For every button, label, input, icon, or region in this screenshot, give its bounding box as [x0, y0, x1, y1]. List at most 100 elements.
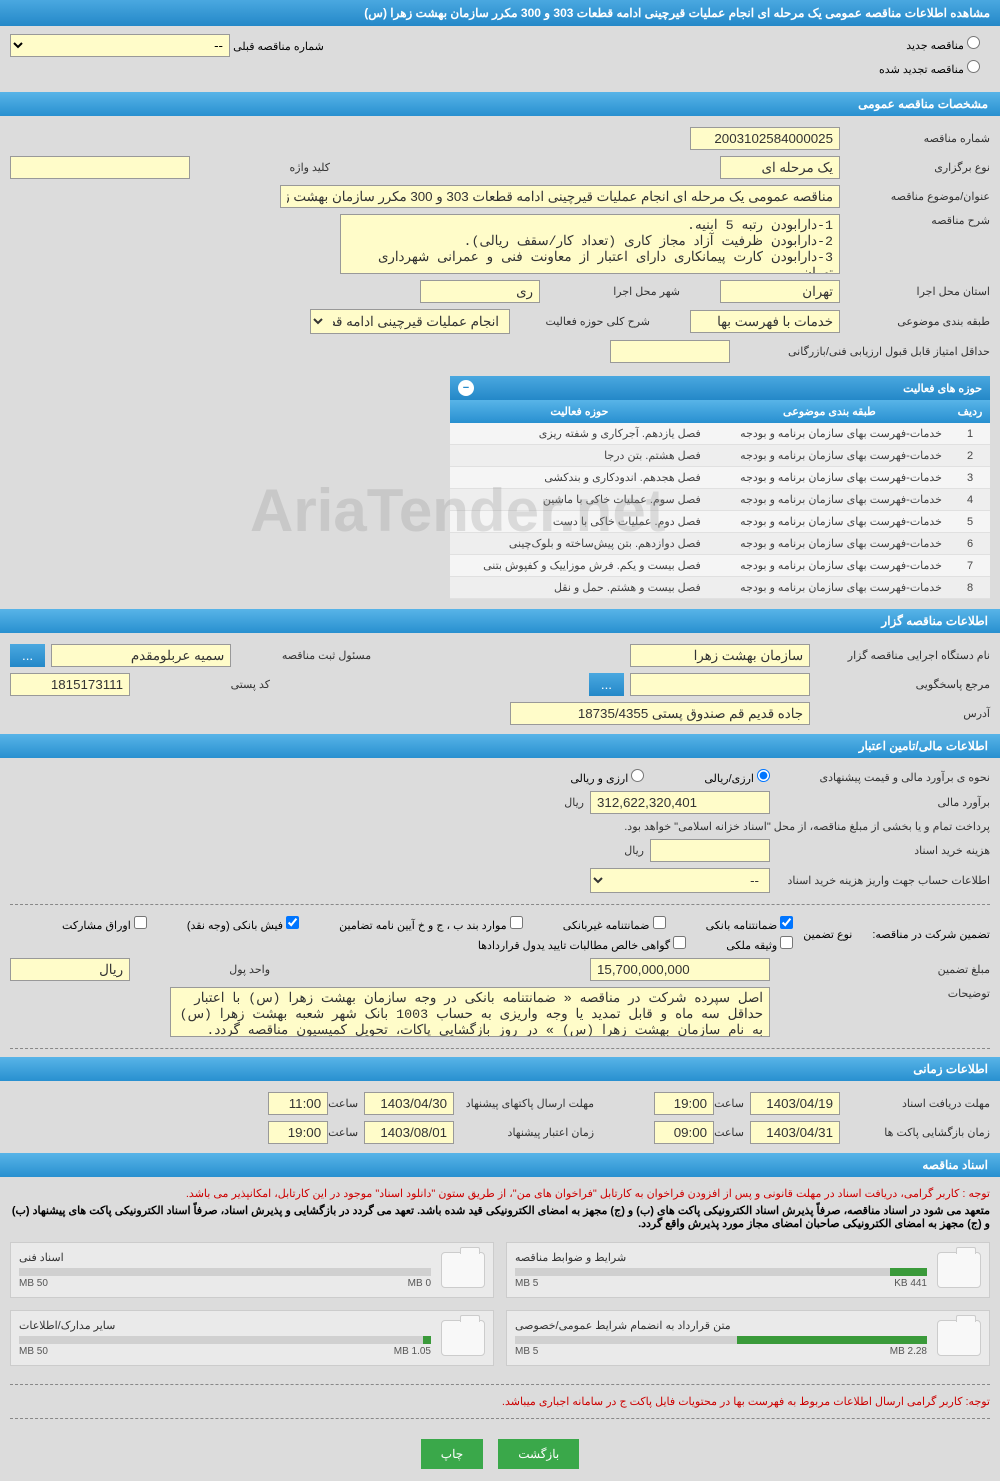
keyword-input[interactable]: [10, 156, 190, 179]
open-date: [750, 1121, 840, 1144]
section-timing: اطلاعات زمانی: [0, 1057, 1000, 1081]
payment-note: پرداخت تمام و یا بخشی از مبلغ مناقصه، از…: [0, 817, 1000, 836]
radio-renewed-label: مناقصه تجدید شده: [879, 64, 964, 76]
cb-property[interactable]: وثیقه ملکی: [726, 936, 793, 952]
progress-bar: [19, 1268, 431, 1276]
province-input: [720, 280, 840, 303]
tender-number-label: شماره مناقصه: [840, 132, 990, 145]
opt-both[interactable]: ارزی و ریالی: [570, 769, 644, 785]
subject-label: عنوان/موضوع مناقصه: [840, 190, 990, 203]
prev-tender-label: شماره مناقصه قبلی: [233, 41, 324, 53]
notice-1: توجه : کاربر گرامی، دریافت اسناد در مهلت…: [0, 1185, 1000, 1202]
city-label: شهر محل اجرا: [540, 285, 680, 298]
doc-title: متن قرارداد به انضمام شرایط عمومی/خصوصی: [515, 1319, 927, 1332]
doc-used: 1.05 MB: [394, 1346, 431, 1357]
province-label: استان محل اجرا: [840, 285, 990, 298]
doc-card[interactable]: سایر مدارک/اطلاعات 1.05 MB 50 MB: [10, 1310, 494, 1366]
progress-bar: [19, 1336, 431, 1344]
resp-label: مرجع پاسخگویی: [810, 678, 990, 691]
receive-time: [654, 1092, 714, 1115]
table-row: 5خدمات-فهرست بهای سازمان برنامه و بودجهف…: [450, 511, 990, 533]
opt-rial[interactable]: ارزی/ریالی: [704, 769, 770, 785]
section-docs: اسناد مناقصه: [0, 1153, 1000, 1177]
currency-label: ریال: [564, 796, 584, 809]
divider: [10, 904, 990, 905]
desc-label: شرح مناقصه: [840, 214, 990, 227]
cb-bank[interactable]: ضمانتنامه بانکی: [706, 916, 794, 932]
section-general: مشخصات مناقصه عمومی: [0, 92, 1000, 116]
radio-new[interactable]: مناقصه جدید: [906, 36, 980, 52]
postal-input: [10, 673, 130, 696]
divider: [10, 1048, 990, 1049]
guarantee-title: تضمین شرکت در مناقصه:: [872, 928, 990, 941]
open-time: [654, 1121, 714, 1144]
credit-label: زمان اعتبار پیشنهاد: [454, 1126, 594, 1139]
doc-title: شرایط و ضوابط مناقصه: [515, 1251, 927, 1264]
folder-icon: [441, 1320, 485, 1356]
activity-areas-title: حوزه های فعالیت: [903, 382, 982, 395]
activity-table: ردیف طبقه بندی موضوعی حوزه فعالیت 1خدمات…: [450, 400, 990, 599]
cb-bondb[interactable]: موارد بند ب ، ج و خ آیین نامه تضامین: [339, 916, 523, 932]
unit-label: واحد پول: [130, 963, 270, 976]
radio-renewed[interactable]: مناقصه تجدید شده: [879, 60, 980, 76]
hold-type: [720, 156, 840, 179]
activity-desc-label: شرح کلی حوزه فعالیت: [510, 315, 650, 328]
explain-label: توضیحات: [770, 987, 990, 1000]
table-row: 8خدمات-فهرست بهای سازمان برنامه و بودجهف…: [450, 577, 990, 599]
open-time-label: ساعت: [714, 1126, 744, 1139]
cb-cash[interactable]: فیش بانکی (وجه نقد): [187, 916, 299, 932]
account-select[interactable]: --: [590, 868, 770, 893]
amount-label: مبلغ تضمین: [770, 963, 990, 976]
receive-date: [750, 1092, 840, 1115]
desc-textarea[interactable]: [340, 214, 840, 274]
class-input: [690, 310, 840, 333]
class-label: طبقه بندی موضوعی: [840, 315, 990, 328]
explain-textarea[interactable]: [170, 987, 770, 1037]
table-row: 1خدمات-فهرست بهای سازمان برنامه و بودجهف…: [450, 423, 990, 445]
doc-total: 50 MB: [19, 1278, 48, 1289]
receive-label: مهلت دریافت اسناد: [840, 1097, 990, 1110]
folder-icon: [441, 1252, 485, 1288]
doc-card[interactable]: اسناد فنی0 MB50 MB: [10, 1242, 494, 1298]
subject-input: [280, 185, 840, 208]
doc-used: 441 KB: [894, 1278, 927, 1289]
exec-input: [630, 644, 810, 667]
collapse-icon[interactable]: −: [458, 380, 474, 396]
cb-bonds[interactable]: اوراق مشارکت: [62, 916, 147, 932]
notice-2: متعهد می شود در اسناد مناقصه، صرفاً پذیر…: [0, 1202, 1000, 1232]
estimate-input: [590, 791, 770, 814]
account-label: اطلاعات حساب جهت واریز هزینه خرید اسناد: [770, 874, 990, 887]
resp-more-button[interactable]: ...: [589, 673, 624, 696]
credit-time: [268, 1121, 328, 1144]
cb-nonbank[interactable]: ضمانتنامه غیربانکی: [563, 916, 666, 932]
progress-bar: [515, 1336, 927, 1344]
exec-label: نام دستگاه اجرایی مناقصه گزار: [810, 649, 990, 662]
postal-label: کد پستی: [130, 678, 270, 691]
send-time-label: ساعت: [328, 1097, 358, 1110]
unit-input: [10, 958, 130, 981]
guarantee-type-label: نوع تضمین: [803, 928, 852, 941]
more-button[interactable]: ...: [10, 644, 45, 667]
activity-desc-select[interactable]: انجام عملیات قیرچینی ادامه قطعات 303 و 3…: [310, 309, 510, 334]
doc-card[interactable]: شرایط و ضوابط مناقصه441 KB5 MB: [506, 1242, 990, 1298]
doc-used: 0 MB: [408, 1278, 431, 1289]
resp-input[interactable]: [630, 673, 810, 696]
radio-new-label: مناقصه جدید: [906, 40, 964, 52]
doc-total: 50 MB: [19, 1346, 48, 1357]
minscore-input[interactable]: [610, 340, 730, 363]
col-row: ردیف: [950, 400, 990, 423]
table-row: 3خدمات-فهرست بهای سازمان برنامه و بودجهف…: [450, 467, 990, 489]
send-label: مهلت ارسال پاکتهای پیشنهاد: [454, 1097, 594, 1110]
estimate-label: برآورد مالی: [770, 796, 990, 809]
address-input: [510, 702, 810, 725]
cb-netclaims[interactable]: گواهی خالص مطالبات تایید یدول قراردادها: [478, 936, 686, 952]
city-input: [420, 280, 540, 303]
prev-tender-select[interactable]: --: [10, 34, 230, 57]
credit-date: [364, 1121, 454, 1144]
doc-card[interactable]: متن قرارداد به انضمام شرایط عمومی/خصوصی2…: [506, 1310, 990, 1366]
table-row: 7خدمات-فهرست بهای سازمان برنامه و بودجهف…: [450, 555, 990, 577]
doccost-input[interactable]: [650, 839, 770, 862]
hold-type-label: نوع برگزاری: [840, 161, 990, 174]
progress-bar: [515, 1268, 927, 1276]
doc-title: سایر مدارک/اطلاعات: [19, 1319, 431, 1332]
